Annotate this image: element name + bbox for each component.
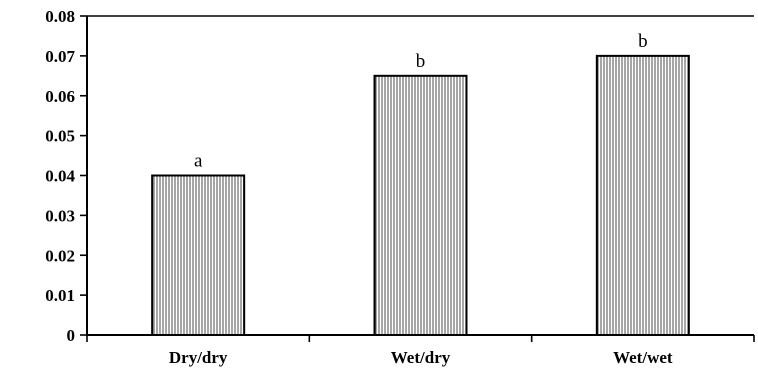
bars	[151, 54, 690, 336]
labels: a Dry/dry b Wet/dry b Wet/wet	[169, 31, 673, 367]
y-tick-label: 0.03	[45, 206, 75, 225]
x-axis-ticks	[86, 335, 755, 342]
bar-wet-wet	[595, 54, 690, 336]
category-label: Dry/dry	[169, 348, 228, 367]
y-tick-label: 0.01	[45, 286, 75, 305]
significance-label: b	[638, 31, 648, 52]
y-tick-label: 0	[67, 326, 76, 345]
y-tick-label: 0.05	[45, 127, 75, 146]
y-tick-label: 0.04	[45, 167, 75, 186]
bar-dry-dry	[151, 174, 246, 336]
significance-label: a	[194, 151, 203, 172]
y-tick-label: 0.08	[45, 7, 75, 26]
bar-wet-dry	[373, 74, 468, 336]
y-axis-ticks: 0 0.01 0.02 0.03 0.04 0.05 0.06 0.07 0.08	[45, 7, 87, 345]
significance-label: b	[416, 51, 426, 72]
category-label: Wet/dry	[391, 348, 451, 367]
category-label: Wet/wet	[613, 348, 673, 367]
y-tick-label: 0.07	[45, 47, 75, 66]
y-tick-label: 0.06	[45, 87, 75, 106]
y-tick-label: 0.02	[45, 246, 75, 265]
